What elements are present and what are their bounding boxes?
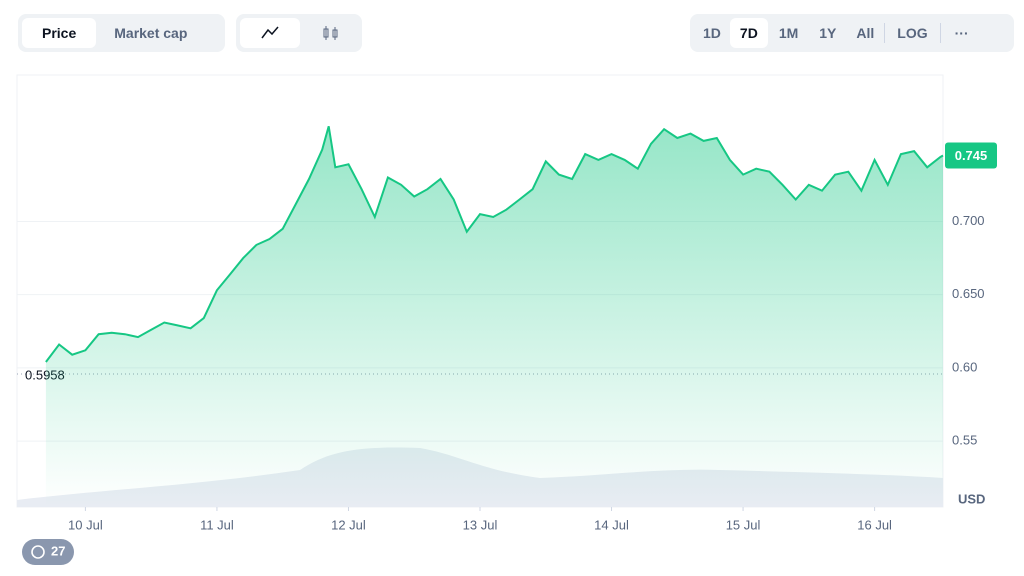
x-tick-label: 16 Jul (857, 517, 892, 532)
y-tick-label: 0.650 (952, 286, 985, 301)
x-tick-label: 13 Jul (463, 517, 498, 532)
comment-count: 27 (51, 543, 65, 558)
y-tick-label: 0.55 (952, 433, 977, 448)
tab[interactable]: 1M (778, 25, 799, 41)
x-tick-label: 12 Jul (331, 517, 366, 532)
line-style-button[interactable] (240, 18, 300, 48)
y-tick-label: 0.700 (952, 213, 985, 228)
tab[interactable]: 1Y (819, 25, 837, 41)
y-unit: USD (958, 491, 985, 506)
tab[interactable]: Price (22, 18, 97, 48)
divider (884, 23, 886, 43)
view-tabs: Price Market cap (18, 14, 225, 52)
current-price-label: 0.745 (955, 148, 988, 163)
tab[interactable]: Market cap (114, 25, 188, 41)
price-area (45, 126, 943, 508)
start-price-label: 0.5958 (25, 367, 65, 382)
tab[interactable]: LOG (897, 25, 928, 41)
plot-frame (16, 74, 944, 508)
divider (939, 23, 941, 43)
chart-style-tabs (236, 14, 362, 52)
x-tick-label: 15 Jul (726, 517, 761, 532)
price-line (45, 126, 944, 363)
x-tick-label: 10 Jul (68, 517, 103, 532)
tab[interactable]: 1D (703, 25, 721, 41)
candle-icon (323, 26, 338, 40)
x-tick-label: 14 Jul (594, 517, 629, 532)
more-button[interactable]: ··· (954, 25, 969, 41)
range-tabs: 1D 7D 1M 1Y All LOG ··· (690, 14, 1014, 52)
x-tick-label: 11 Jul (200, 517, 234, 532)
tab[interactable]: 7D (729, 18, 768, 48)
line-icon (261, 26, 279, 39)
current-price-tag (945, 142, 997, 169)
volume-area (17, 447, 943, 507)
candle-style-button[interactable] (300, 18, 360, 48)
comments-badge: 27 (22, 539, 74, 565)
y-tick-label: 0.60 (952, 359, 977, 374)
tab[interactable]: All (856, 25, 875, 41)
